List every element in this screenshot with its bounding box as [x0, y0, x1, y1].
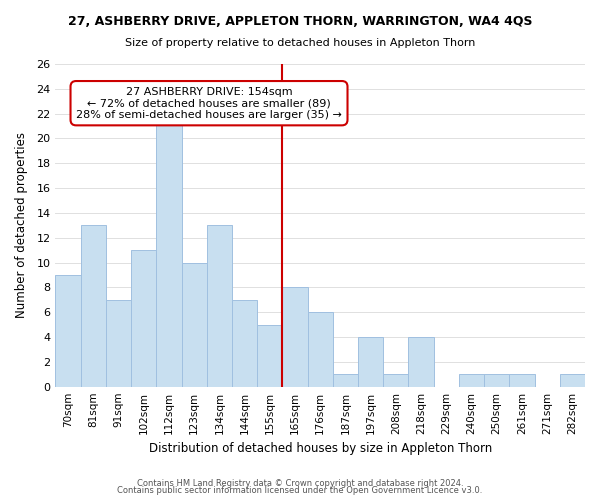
Y-axis label: Number of detached properties: Number of detached properties — [15, 132, 28, 318]
Text: 27 ASHBERRY DRIVE: 154sqm
← 72% of detached houses are smaller (89)
28% of semi-: 27 ASHBERRY DRIVE: 154sqm ← 72% of detac… — [76, 86, 342, 120]
Bar — [484, 374, 509, 386]
Bar — [207, 226, 232, 386]
Bar — [509, 374, 535, 386]
Bar — [182, 262, 207, 386]
Bar — [131, 250, 157, 386]
Bar — [80, 226, 106, 386]
Bar — [232, 300, 257, 386]
Bar — [409, 337, 434, 386]
Bar — [257, 324, 283, 386]
Text: Size of property relative to detached houses in Appleton Thorn: Size of property relative to detached ho… — [125, 38, 475, 48]
Bar — [459, 374, 484, 386]
Bar — [333, 374, 358, 386]
Bar — [106, 300, 131, 386]
Bar — [358, 337, 383, 386]
Bar — [157, 114, 182, 386]
Bar — [560, 374, 585, 386]
Text: Contains public sector information licensed under the Open Government Licence v3: Contains public sector information licen… — [118, 486, 482, 495]
Bar — [283, 288, 308, 386]
X-axis label: Distribution of detached houses by size in Appleton Thorn: Distribution of detached houses by size … — [149, 442, 492, 455]
Text: 27, ASHBERRY DRIVE, APPLETON THORN, WARRINGTON, WA4 4QS: 27, ASHBERRY DRIVE, APPLETON THORN, WARR… — [68, 15, 532, 28]
Bar — [308, 312, 333, 386]
Bar — [55, 275, 80, 386]
Text: Contains HM Land Registry data © Crown copyright and database right 2024.: Contains HM Land Registry data © Crown c… — [137, 478, 463, 488]
Bar — [383, 374, 409, 386]
